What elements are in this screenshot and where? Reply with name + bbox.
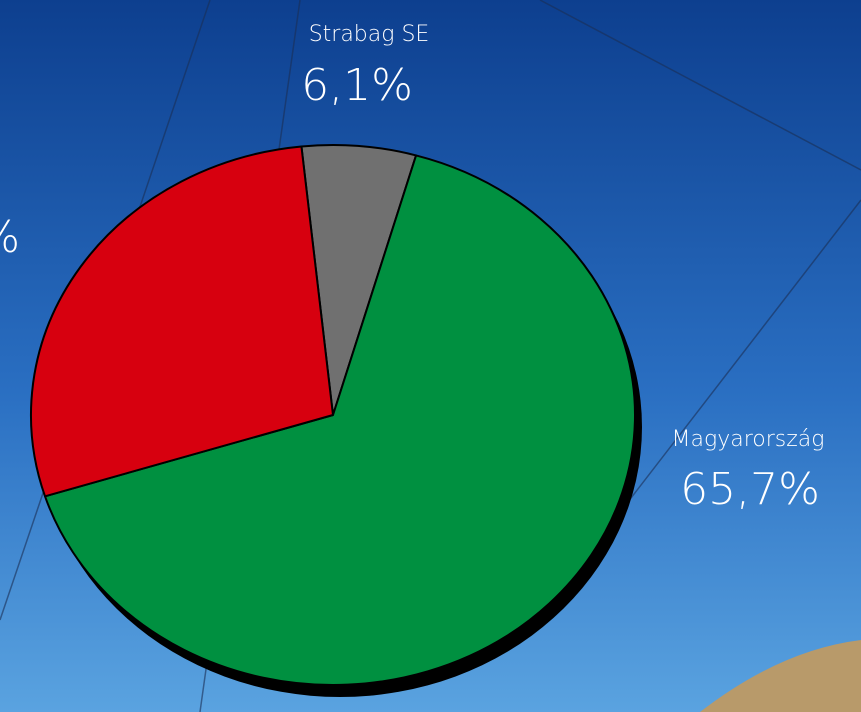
slice-name: Magyarország <box>672 427 825 452</box>
slice-value: 6,1% <box>301 60 413 111</box>
slice-value: 65,7% <box>680 464 820 515</box>
slice-name: Strabag SE <box>309 22 430 47</box>
pie <box>31 145 635 685</box>
slice-value: 28,2% <box>0 212 20 263</box>
